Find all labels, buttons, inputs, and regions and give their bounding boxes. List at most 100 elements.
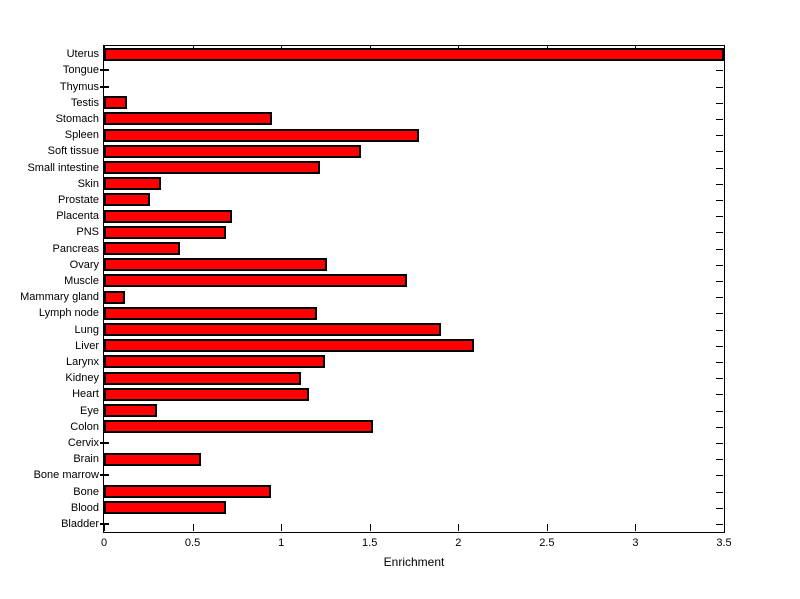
y-tick-mark [716,151,723,152]
y-tick-label-thymus: Thymus [59,80,99,93]
y-tick-mark [716,427,723,428]
y-tick-label-spleen: Spleen [64,129,99,142]
y-tick-mark [716,232,723,233]
y-tick-label-cervix: Cervix [67,436,99,449]
bar-blood [104,501,227,515]
y-tick-label-lymph-node: Lymph node [38,307,99,320]
y-tick-mark [716,184,723,185]
y-tick-label-blood: Blood [70,501,99,514]
x-tick-mark-top [724,46,725,53]
y-tick-mark [716,330,723,331]
y-tick-mark [716,265,723,266]
y-tick-label-liver: Liver [75,339,99,352]
y-tick-mark [716,313,723,314]
y-tick-label-uterus: Uterus [66,48,99,61]
y-tick-mark [716,508,723,509]
y-tick-label-kidney: Kidney [65,372,99,385]
y-tick-mark [716,135,723,136]
y-tick-label-tongue: Tongue [62,64,99,77]
y-tick-mark [716,103,723,104]
y-tick-label-bone: Bone [73,485,99,498]
y-tick-label-muscle: Muscle [64,274,99,287]
bar-pns [104,225,227,239]
y-tick-mark [716,87,723,88]
y-tick-mark [716,119,723,120]
x-tick-label: 0 [100,537,108,549]
bar-pancreas [104,242,181,255]
bar-testis [104,96,128,110]
bar-eye [104,404,158,417]
y-tick-mark [716,216,723,217]
x-tick-mark-bottom [724,524,725,531]
y-tick-mark [716,378,723,379]
bar-skin [104,177,161,191]
y-tick-label-skin: Skin [77,177,99,190]
bar-bone [104,485,271,498]
y-tick-label-stomach: Stomach [55,112,99,125]
x-tick-mark-bottom [547,524,548,531]
x-tick-label: 3.5 [716,537,732,549]
bar-prostate [104,193,151,207]
y-tick-mark [716,200,723,201]
y-tick-mark [716,168,723,169]
x-tick-label: 1.5 [362,537,378,549]
y-tick-label-lung: Lung [74,323,99,336]
bar-lung [104,323,441,336]
y-tick-mark [716,281,723,282]
y-tick-label-pancreas: Pancreas [52,242,99,255]
zero-bar-bone-marrow [100,474,109,477]
x-tick-mark-bottom [458,524,459,531]
y-tick-label-pns: PNS [76,226,99,239]
x-tick-label: 3 [632,537,639,549]
y-tick-label-heart: Heart [72,388,99,401]
bar-heart [104,387,310,401]
zero-bar-thymus [100,85,109,88]
y-tick-label-bone-marrow: Bone marrow [33,469,99,482]
x-tick-label: 2 [455,537,462,549]
x-tick-mark-bottom [370,524,371,531]
bar-soft-tissue [104,144,361,158]
bar-uterus [104,47,724,61]
y-tick-mark [716,249,723,250]
bar-spleen [104,128,420,142]
x-tick-mark-bottom [193,524,194,531]
plot-area [103,45,725,533]
y-tick-mark [716,70,723,71]
x-tick-mark-bottom [635,524,636,531]
y-tick-label-soft-tissue: Soft tissue [47,145,99,158]
y-tick-mark [716,443,723,444]
x-tick-label: 2.5 [539,537,555,549]
bar-brain [104,452,202,466]
y-tick-mark [716,492,723,493]
y-tick-label-ovary: Ovary [69,258,99,271]
y-tick-label-placenta: Placenta [56,210,99,223]
bar-small-intestine [104,161,321,174]
bar-larynx [104,355,326,369]
y-tick-mark [716,475,723,476]
y-tick-label-colon: Colon [70,420,99,433]
x-tick-mark-bottom [104,524,105,531]
y-tick-label-bladder: Bladder [61,517,99,530]
bar-kidney [104,371,301,385]
x-axis-title: Enrichment [383,555,445,569]
x-tick-label: 1 [278,537,285,549]
y-tick-mark [716,362,723,363]
bar-placenta [104,209,232,223]
y-tick-label-small-intestine: Small intestine [27,161,99,174]
zero-bar-cervix [100,441,109,444]
bar-mammary-gland [104,290,126,304]
x-tick-mark-bottom [281,524,282,531]
bar-muscle [104,274,407,288]
bar-lymph-node [104,306,317,320]
y-tick-label-brain: Brain [73,453,99,466]
y-tick-label-eye: Eye [80,404,99,417]
y-tick-mark [716,459,723,460]
y-tick-label-testis: Testis [70,96,99,109]
x-tick-label: 0.5 [184,537,201,549]
bar-stomach [104,112,273,126]
y-tick-label-mammary-gland: Mammary gland [20,291,99,304]
y-tick-mark [716,394,723,395]
zero-bar-tongue [100,69,109,72]
bar-colon [104,420,374,434]
